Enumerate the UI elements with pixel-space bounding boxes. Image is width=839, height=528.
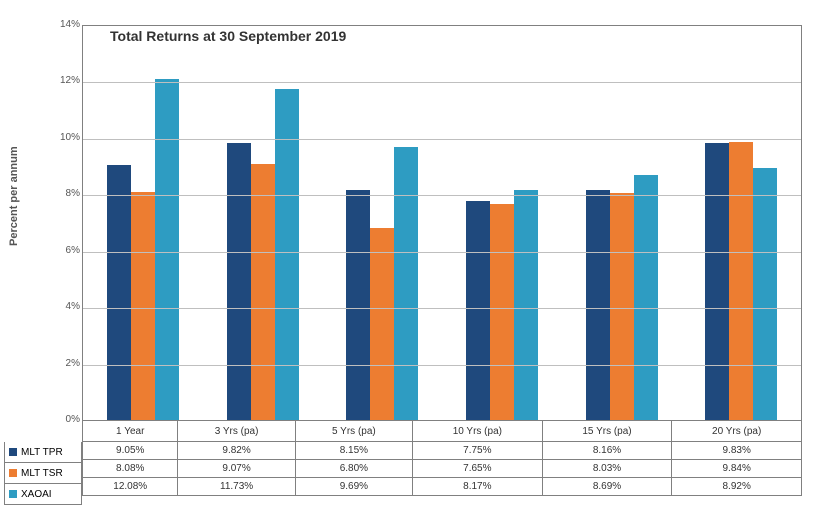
category-group <box>322 26 442 420</box>
bar <box>466 201 490 420</box>
category-group <box>562 26 682 420</box>
table-cell: 9.69% <box>295 478 412 496</box>
gridline <box>83 82 801 83</box>
bar <box>729 142 753 420</box>
bar <box>634 175 658 420</box>
table-cell: 8.16% <box>542 442 672 460</box>
legend-marker <box>9 448 17 456</box>
legend-marker <box>9 469 17 477</box>
table-row: 12.08%11.73%9.69%8.17%8.69%8.92% <box>83 478 802 496</box>
bar <box>586 190 610 420</box>
y-tick-label: 14% <box>56 19 80 30</box>
legend-item: XAOAI <box>4 484 82 505</box>
table-cell: 7.75% <box>413 442 543 460</box>
table-header-row: 1 Year3 Yrs (pa)5 Yrs (pa)10 Yrs (pa)15 … <box>83 421 802 442</box>
category-label: 3 Yrs (pa) <box>178 421 295 442</box>
table-cell: 9.82% <box>178 442 295 460</box>
bar <box>107 165 131 420</box>
chart-container: Total Returns at 30 September 2019 Perce… <box>0 0 839 528</box>
plot-area <box>82 25 802 420</box>
y-tick-label: 8% <box>56 188 80 199</box>
bar <box>490 204 514 420</box>
gridline <box>83 365 801 366</box>
table-cell: 6.80% <box>295 460 412 478</box>
y-tick-label: 2% <box>56 358 80 369</box>
legend-label: MLT TSR <box>21 468 63 479</box>
table-cell: 8.08% <box>83 460 178 478</box>
table-cell: 8.69% <box>542 478 672 496</box>
table-cell: 8.17% <box>413 478 543 496</box>
category-group <box>83 26 203 420</box>
gridline <box>83 252 801 253</box>
table-cell: 7.65% <box>413 460 543 478</box>
y-tick-label: 4% <box>56 301 80 312</box>
data-table: 1 Year3 Yrs (pa)5 Yrs (pa)10 Yrs (pa)15 … <box>82 420 802 496</box>
bars-row <box>83 26 801 420</box>
gridline <box>83 139 801 140</box>
bar <box>394 147 418 420</box>
legend-label: MLT TPR <box>21 447 63 458</box>
legend-item: MLT TPR <box>4 442 82 463</box>
category-label: 1 Year <box>83 421 178 442</box>
y-tick-label: 6% <box>56 245 80 256</box>
gridline <box>83 308 801 309</box>
bar <box>370 228 394 420</box>
table-cell: 8.15% <box>295 442 412 460</box>
category-label: 20 Yrs (pa) <box>672 421 802 442</box>
bar <box>514 190 538 421</box>
bar <box>705 143 729 420</box>
table-cell: 9.05% <box>83 442 178 460</box>
bar <box>227 143 251 420</box>
category-label: 15 Yrs (pa) <box>542 421 672 442</box>
gridline <box>83 195 801 196</box>
y-axis-label: Percent per annum <box>8 146 20 246</box>
bar <box>155 79 179 420</box>
table-cell: 9.84% <box>672 460 802 478</box>
category-group <box>442 26 562 420</box>
y-tick-label: 12% <box>56 75 80 86</box>
bar <box>753 168 777 420</box>
legend-blank <box>4 420 82 442</box>
legend-label: XAOAI <box>21 489 52 500</box>
category-group <box>203 26 323 420</box>
table-cell: 12.08% <box>83 478 178 496</box>
table-row: 9.05%9.82%8.15%7.75%8.16%9.83% <box>83 442 802 460</box>
table-cell: 8.03% <box>542 460 672 478</box>
y-tick-label: 10% <box>56 132 80 143</box>
bar <box>131 192 155 420</box>
bar <box>251 164 275 420</box>
category-label: 5 Yrs (pa) <box>295 421 412 442</box>
bar <box>610 193 634 420</box>
bar <box>346 190 370 420</box>
table-cell: 11.73% <box>178 478 295 496</box>
legend-column: MLT TPR MLT TSR XAOAI <box>4 420 82 505</box>
table-cell: 8.92% <box>672 478 802 496</box>
category-label: 10 Yrs (pa) <box>413 421 543 442</box>
table-row: 8.08%9.07%6.80%7.65%8.03%9.84% <box>83 460 802 478</box>
table-cell: 9.83% <box>672 442 802 460</box>
legend-marker <box>9 490 17 498</box>
category-group <box>681 26 801 420</box>
table-cell: 9.07% <box>178 460 295 478</box>
legend-item: MLT TSR <box>4 463 82 484</box>
